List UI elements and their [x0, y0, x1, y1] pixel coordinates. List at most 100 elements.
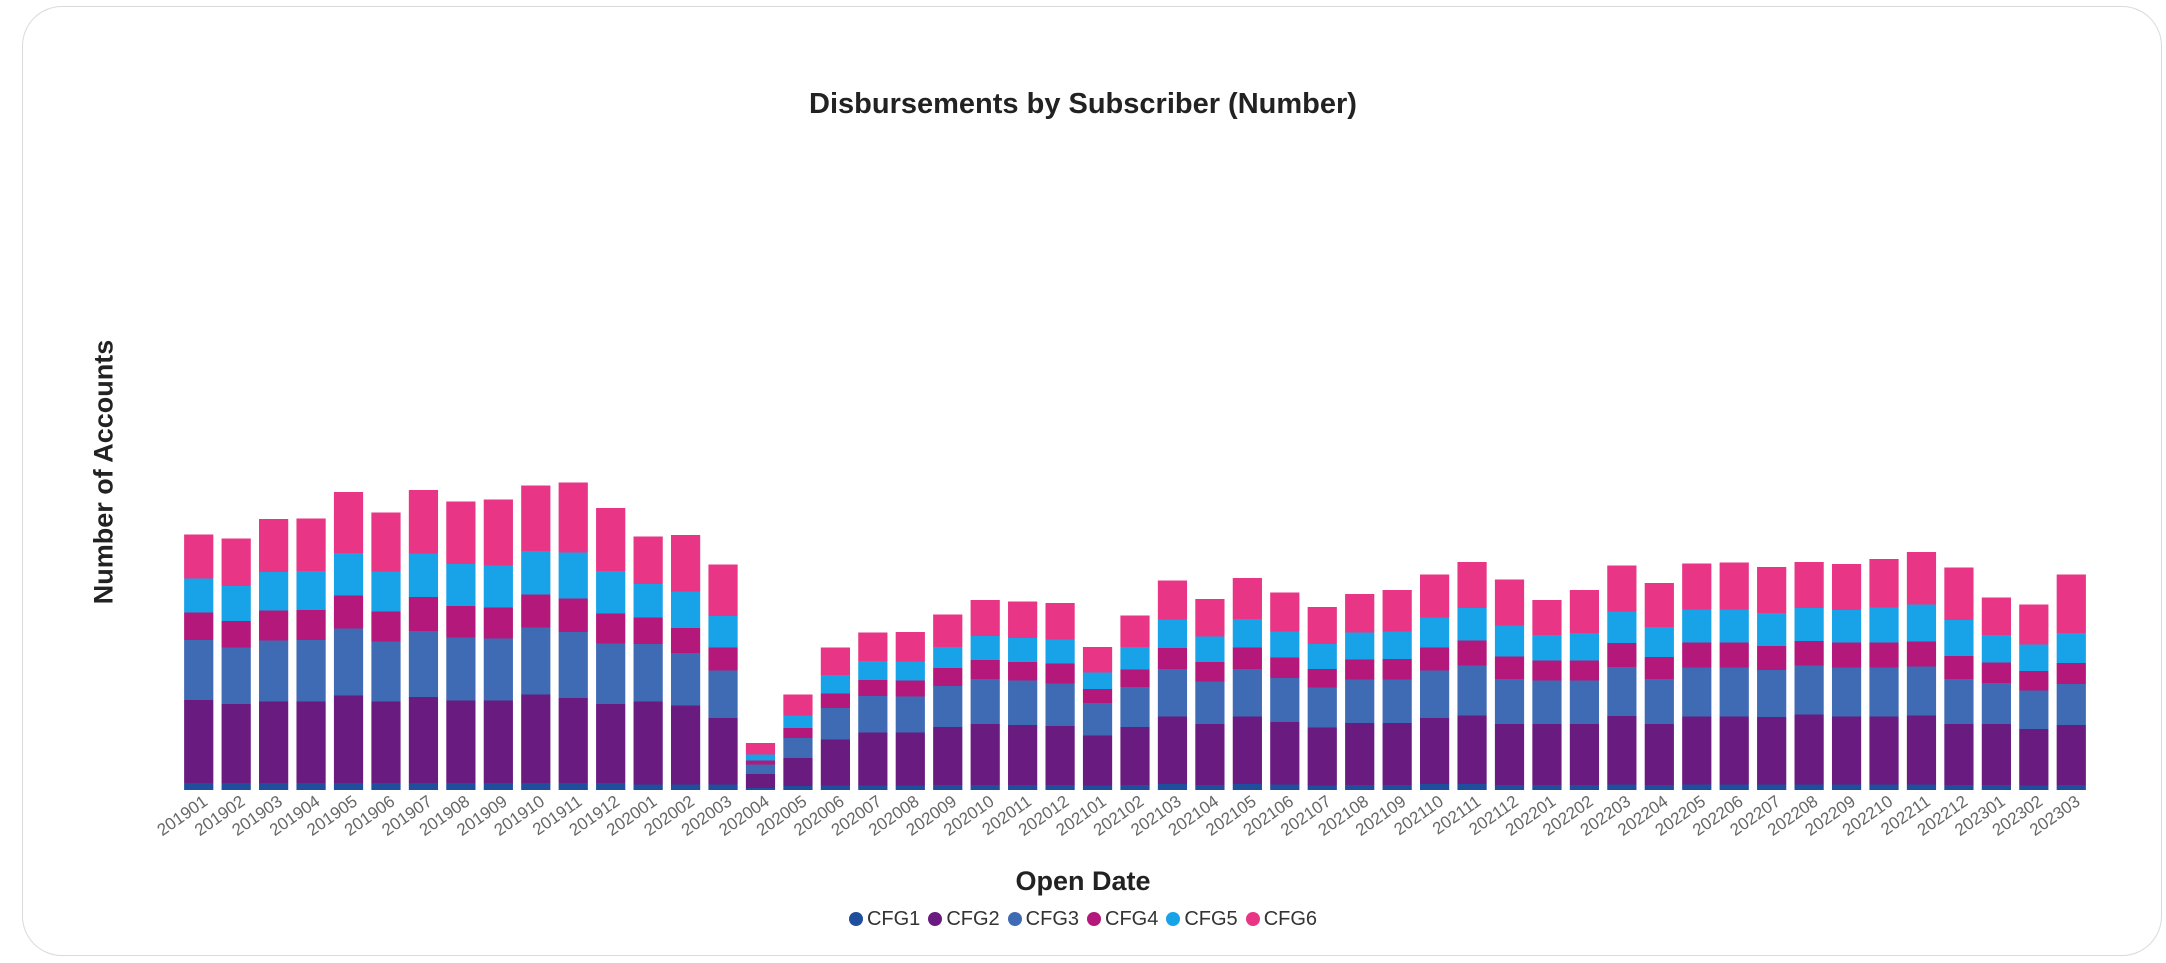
bar-segment-cfg4-201904: [296, 610, 326, 640]
bar-segment-cfg2-201902: [221, 704, 251, 783]
bar-segment-cfg5-202109: [1382, 631, 1412, 659]
legend-label: CFG4: [1105, 908, 1159, 930]
bar-segment-cfg5-202203: [1607, 611, 1637, 643]
bar-segment-cfg2-202204: [1644, 724, 1674, 785]
bar-segment-cfg6-202301: [1981, 597, 2011, 635]
bar-segment-cfg3-202001: [633, 644, 663, 702]
bar-segment-cfg5-202104: [1195, 636, 1225, 662]
bar-segment-cfg6-202210: [1869, 559, 1899, 608]
bar-segment-cfg6-202206: [1719, 562, 1749, 610]
bar-segment-cfg3-202102: [1120, 687, 1150, 727]
bar-segment-cfg5-202206: [1719, 609, 1749, 643]
bar-segment-cfg3-202303: [2056, 684, 2086, 725]
bar-segment-cfg5-202202: [1569, 633, 1600, 661]
bar-segment-cfg2-202208: [1794, 714, 1824, 785]
bar-segment-cfg2-202203: [1607, 716, 1637, 785]
bar-segment-cfg5-202111: [1457, 608, 1487, 641]
bar-segment-cfg1-202208: [1794, 784, 1824, 790]
bar-segment-cfg2-201904: [296, 701, 326, 783]
bar-segment-cfg2-202007: [858, 732, 888, 786]
bar-segment-cfg3-202205: [1682, 667, 1712, 717]
bar-segment-cfg3-202108: [1345, 679, 1375, 723]
bar-segment-cfg3-202110: [1420, 670, 1450, 718]
bar-segment-cfg5-202001: [633, 584, 663, 618]
bar-segment-cfg1-202105: [1232, 784, 1262, 790]
bar-segment-cfg1-201904: [296, 783, 326, 790]
bar-segment-cfg3-202002: [670, 653, 701, 706]
bar-segment-cfg4-201906: [371, 611, 401, 642]
bar-segment-cfg2-201909: [483, 700, 513, 783]
bar-segment-cfg3-202011: [1008, 680, 1038, 725]
bar-segment-cfg4-202102: [1120, 669, 1150, 687]
bar-segment-cfg1-201912: [596, 783, 626, 790]
bar-segment-cfg4-202106: [1270, 657, 1300, 678]
bar-segment-cfg3-202010: [970, 679, 1000, 724]
bar-segment-cfg4-202204: [1644, 657, 1674, 679]
bar-segment-cfg5-201908: [446, 564, 476, 606]
bar-segment-cfg5-202201: [1532, 635, 1562, 661]
bar-segment-cfg4-202108: [1345, 659, 1375, 680]
bar-segment-cfg3-202006: [820, 708, 850, 740]
bar-segment-cfg2-202106: [1270, 722, 1300, 785]
bar-segment-cfg2-202108: [1345, 723, 1375, 785]
bar-segment-cfg1-202205: [1682, 784, 1712, 790]
bar-segment-cfg6-202101: [1082, 647, 1113, 673]
bar-segment-cfg3-201906: [371, 641, 401, 702]
bar-segment-cfg4-202009: [933, 668, 963, 686]
bar-segment-cfg4-201908: [446, 606, 476, 638]
bar-segment-cfg5-202210: [1869, 607, 1899, 643]
bar-segment-cfg1-202201: [1532, 785, 1562, 790]
bar-segment-cfg3-202007: [858, 696, 888, 733]
bar-segment-cfg4-202001: [633, 617, 663, 644]
bar-segment-cfg6-202007: [858, 632, 888, 661]
legend-label: CFG1: [866, 908, 921, 930]
bar-segment-cfg3-202208: [1794, 665, 1824, 715]
bar-segment-cfg1-201907: [408, 783, 439, 790]
bar-segment-cfg6-202204: [1644, 583, 1674, 627]
bar-segment-cfg5-202002: [670, 591, 701, 628]
bar-segment-cfg4-201905: [333, 595, 364, 629]
bar-segment-cfg2-201912: [596, 704, 626, 783]
legend-item-cfg6: CFG6: [1245, 908, 1317, 931]
bar-segment-cfg5-202212: [1944, 620, 1974, 656]
bar-segment-cfg6-202008: [895, 632, 925, 662]
legend-item-cfg3: CFG3: [1007, 908, 1079, 931]
bar-segment-cfg1-201906: [371, 783, 401, 790]
bar-segment-cfg5-202105: [1232, 619, 1262, 648]
bar-segment-cfg1-202009: [933, 785, 963, 790]
bar-segment-cfg4-201903: [259, 610, 289, 641]
bar-segment-cfg5-202011: [1008, 638, 1038, 662]
bar-segment-cfg3-202106: [1270, 678, 1300, 722]
bar-segment-cfg1-202302: [2019, 785, 2049, 790]
bar-segment-cfg5-201909: [483, 565, 513, 608]
bar-segment-cfg3-202209: [1831, 667, 1862, 717]
x-axis-label: Open Date: [1015, 866, 1151, 896]
bar-segment-cfg3-202211: [1906, 666, 1937, 716]
bar-segment-cfg2-202110: [1420, 718, 1450, 784]
bar-segment-cfg5-201912: [596, 571, 626, 614]
bar-segment-cfg6-202201: [1532, 600, 1562, 635]
bar-segment-cfg2-202107: [1307, 727, 1337, 786]
bar-segment-cfg6-202108: [1345, 594, 1375, 633]
bar-segment-cfg3-201904: [296, 640, 326, 702]
bar-segment-cfg1-202211: [1906, 784, 1937, 790]
bar-segment-cfg3-201908: [446, 637, 476, 701]
bar-segment-cfg4-202301: [1981, 662, 2011, 683]
bar-segment-cfg5-202208: [1794, 608, 1824, 641]
bar-segment-cfg4-201910: [521, 594, 551, 628]
bar-segment-cfg1-202204: [1644, 785, 1674, 790]
bar-segment-cfg4-202012: [1045, 663, 1075, 684]
bar-segment-cfg2-202212: [1944, 724, 1974, 785]
bar-segment-cfg3-202206: [1719, 667, 1749, 717]
bar-segment-cfg5-202003: [708, 616, 738, 648]
bar-segment-cfg3-202107: [1307, 687, 1337, 728]
bar-segment-cfg6-202202: [1569, 590, 1600, 633]
bar-segment-cfg2-201910: [521, 694, 551, 783]
bar-segment-cfg5-202106: [1270, 631, 1300, 658]
bar-segment-cfg5-202302: [2019, 644, 2049, 671]
bar-segment-cfg3-202202: [1569, 680, 1600, 724]
bar-segment-cfg1-202202: [1569, 785, 1600, 790]
bar-segment-cfg2-202005: [783, 758, 813, 786]
bar-segment-cfg2-201903: [259, 701, 289, 783]
bar-segment-cfg4-202302: [2019, 671, 2049, 691]
